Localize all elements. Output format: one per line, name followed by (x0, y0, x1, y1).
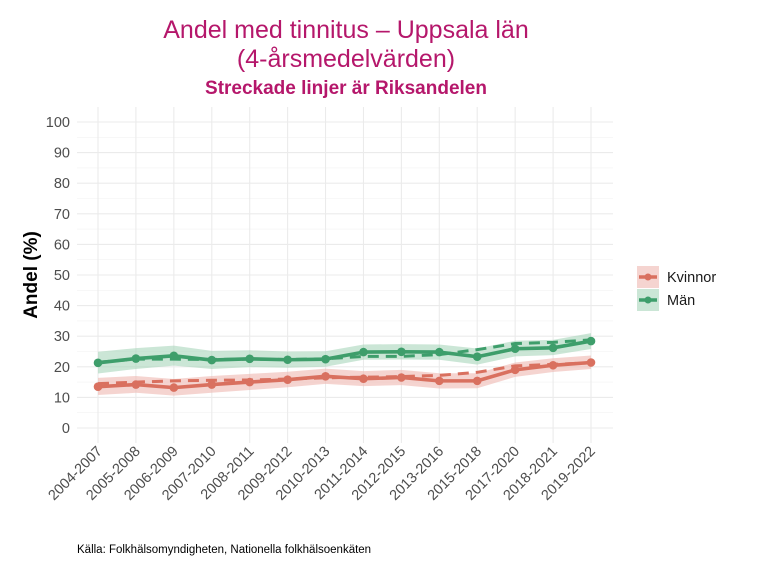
chart-subtitle: Streckade linjer är Riksandelen (205, 78, 487, 99)
data-point-kvinnor (397, 373, 406, 382)
data-point-kvinnor (472, 376, 482, 386)
legend-label-kvinnor: Kvinnor (667, 270, 716, 286)
data-point-m-n (435, 347, 444, 357)
y-tick-label: 60 (54, 237, 70, 253)
chart-title-line-2: (4-årsmedelvärden) (237, 45, 455, 73)
y-tick-label: 20 (54, 360, 70, 376)
data-point-kvinnor (435, 376, 444, 386)
data-point-m-n (169, 351, 179, 361)
y-tick-label: 0 (62, 421, 70, 437)
y-tick-label: 50 (54, 268, 70, 284)
y-tick-label: 80 (54, 176, 70, 192)
legend-point-kvinnor (644, 273, 652, 281)
y-tick-label: 70 (54, 207, 70, 223)
data-point-kvinnor (548, 360, 558, 370)
source-caption: Källa: Folkhälsomyndigheten, Nationella … (77, 544, 371, 556)
data-point-kvinnor (586, 358, 596, 367)
data-point-m-n (283, 355, 292, 365)
data-point-m-n (245, 354, 254, 364)
data-point-kvinnor (93, 382, 103, 391)
data-point-m-n (472, 352, 482, 362)
data-point-m-n (397, 347, 406, 357)
legend-point-m-n (644, 296, 652, 304)
data-point-m-n (93, 358, 103, 368)
data-point-kvinnor (359, 374, 368, 384)
national-line-kvinnor (97, 361, 592, 386)
series-line-kvinnor (97, 360, 592, 390)
series-points (93, 336, 596, 392)
data-point-kvinnor (131, 380, 141, 389)
data-point-kvinnor (510, 365, 520, 375)
data-point-kvinnor (283, 375, 292, 384)
series-line-m-n (97, 339, 592, 365)
y-axis-label: Andel (%) (21, 231, 42, 319)
data-point-kvinnor (169, 383, 179, 392)
data-point-m-n (321, 354, 330, 364)
national-line-m-n (97, 338, 592, 364)
data-point-m-n (131, 354, 141, 363)
data-point-m-n (586, 336, 596, 346)
national-lines (97, 338, 592, 386)
data-point-kvinnor (245, 377, 254, 387)
legend-label-m-n: Män (667, 293, 695, 309)
data-point-kvinnor (207, 380, 217, 389)
data-point-kvinnor (321, 371, 330, 381)
y-tick-label: 90 (54, 146, 70, 162)
y-tick-label: 30 (54, 329, 70, 345)
x-axis-ticks: 2004-20072005-20082006-20092007-20102008… (45, 444, 598, 504)
chart-title-line-1: Andel med tinnitus – Uppsala län (163, 16, 529, 44)
y-tick-label: 10 (54, 390, 70, 406)
data-point-m-n (359, 347, 368, 357)
y-axis-ticks: 0 10 20 30 40 50 60 70 80 90 100 (46, 115, 70, 437)
confidence-band-m-n (98, 333, 591, 374)
y-tick-label: 40 (54, 299, 70, 315)
data-point-m-n (548, 343, 558, 353)
data-point-m-n (207, 355, 217, 365)
y-tick-label: 100 (46, 115, 70, 131)
data-point-m-n (510, 344, 520, 354)
series-lines (97, 339, 592, 390)
legend: Kvinnor Män (637, 266, 716, 311)
